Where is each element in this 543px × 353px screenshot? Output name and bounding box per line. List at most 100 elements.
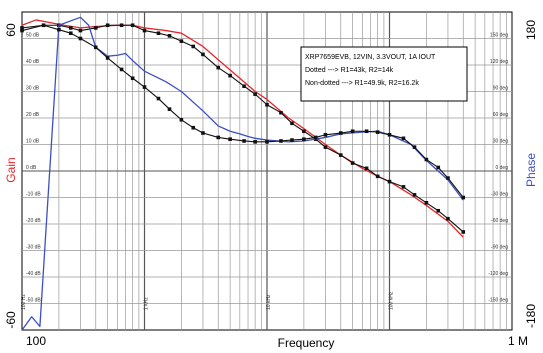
legend-box: XRP7659EVB, 12VIN, 3.3VOUT, 1A IOUT Dott… [300,46,468,102]
series-4-marker [57,27,61,32]
series-4-marker [424,157,429,162]
series-2-marker [302,129,306,134]
y-max-label-left: 60 [4,23,18,37]
y-tick-label-left: -40 dB [26,271,41,277]
y-tick-label-left: -50 dB [26,298,41,304]
series-4-marker [364,129,369,134]
y-tick-label-right: -120 deg [488,271,508,277]
y-tick-label-left: 50 dB [26,33,40,39]
series-4-marker [323,132,328,137]
series-group [20,16,466,331]
series-4-marker [216,135,221,140]
series-line-2 [21,24,464,233]
series-2-marker [387,179,392,184]
series-4-marker [20,26,24,30]
x-axis-title: Frequency [278,336,335,350]
series-4-marker [290,138,294,142]
x-tick-label: 1 kHz [144,297,150,310]
y-min-label-right: -180 [524,304,538,328]
series-2-marker [201,52,205,57]
series-4-marker [279,139,283,143]
y-tick-label-left: 20 dB [26,112,40,118]
series-4-marker [191,125,196,130]
y-tick-label-left: 40 dB [26,59,40,65]
x-max-label: 1 M [508,334,528,348]
series-4-marker [253,140,257,144]
series-2-marker [119,23,124,28]
series-4-marker [302,137,306,141]
y-tick-label-right: 150 deg [490,33,508,39]
legend-line-3: Non-dotted ---> R1=49.9k, R2=16.2k [305,80,419,87]
x-tick-label: 100 kHz [389,291,395,310]
y-tick-label-right: -60 deg [491,218,508,224]
series-4-marker [350,129,355,134]
series-4-marker [179,117,184,122]
series-line-4 [21,24,464,198]
y-tick-label-left: -30 dB [26,245,41,251]
y-tick-label-left: -10 dB [26,192,41,198]
series-2-marker [167,34,172,38]
y-tick-label-left: 10 dB [26,139,40,145]
series-2-marker [461,230,466,234]
series-4-marker [242,139,246,143]
series-4-marker [436,165,441,170]
series-2-marker [142,28,147,33]
y-tick-label-right: -90 deg [491,245,508,251]
y-tick-label-right: -30 deg [491,192,508,198]
series-2-marker [130,23,135,28]
legend-background [300,46,468,102]
series-4-marker [401,136,406,141]
series-2-marker [216,65,221,70]
series-4-marker [387,132,392,137]
series-4-marker [68,31,73,35]
series-2-marker [78,28,83,33]
series-2-marker [68,26,73,30]
series-4-marker [412,145,417,149]
legend-line-2: Dotted ---> R1=43k, R2=14k [305,67,394,74]
x-min-label: 100 [26,334,46,348]
y-tick-label-left: 0 dB [26,165,37,171]
series-2-marker [228,73,232,78]
series-2-marker [156,31,161,35]
series-4-marker [41,23,46,28]
series-4-marker [167,107,172,111]
series-2-marker [412,193,417,197]
y-tick-label-right: 0 deg [495,165,508,171]
series-2-marker [265,102,269,107]
series-2-marker [375,174,380,179]
series-2-marker [424,201,429,205]
series-2-marker [401,185,406,189]
y-axis-title-right: Phase [524,153,538,187]
series-2-marker [350,161,355,165]
series-4-marker [130,76,135,81]
series-2-marker [253,92,257,96]
series-2-marker [364,166,369,171]
series-4-marker [265,140,269,144]
series-4-marker [93,45,98,50]
series-4-marker [105,56,110,60]
series-4-marker [375,130,380,134]
series-4-marker [78,36,83,41]
y-tick-label-right: 120 deg [490,59,508,65]
y-tick-label-right: 60 deg [493,112,509,118]
series-4-marker [338,131,343,135]
series-4-marker [461,195,466,200]
y-tick-label-right: 30 deg [493,139,509,145]
series-2-marker [191,44,196,49]
series-4-marker [119,67,124,72]
series-2-marker [446,216,450,221]
series-2-marker [290,121,294,126]
x-tick-label: 10 kHz [266,294,272,310]
y-max-label-right: 180 [524,20,538,40]
series-2-marker [105,23,110,28]
series-4-marker [156,96,161,101]
series-2-marker [279,110,283,115]
y-tick-label-left: 30 dB [26,86,40,92]
series-2-marker [242,84,246,88]
series-2-marker [93,26,98,30]
series-2-marker [338,153,343,157]
grid [22,12,512,330]
y-axis-title-left: Gain [4,157,18,182]
series-2-marker [436,208,441,213]
series-4-marker [228,137,232,141]
